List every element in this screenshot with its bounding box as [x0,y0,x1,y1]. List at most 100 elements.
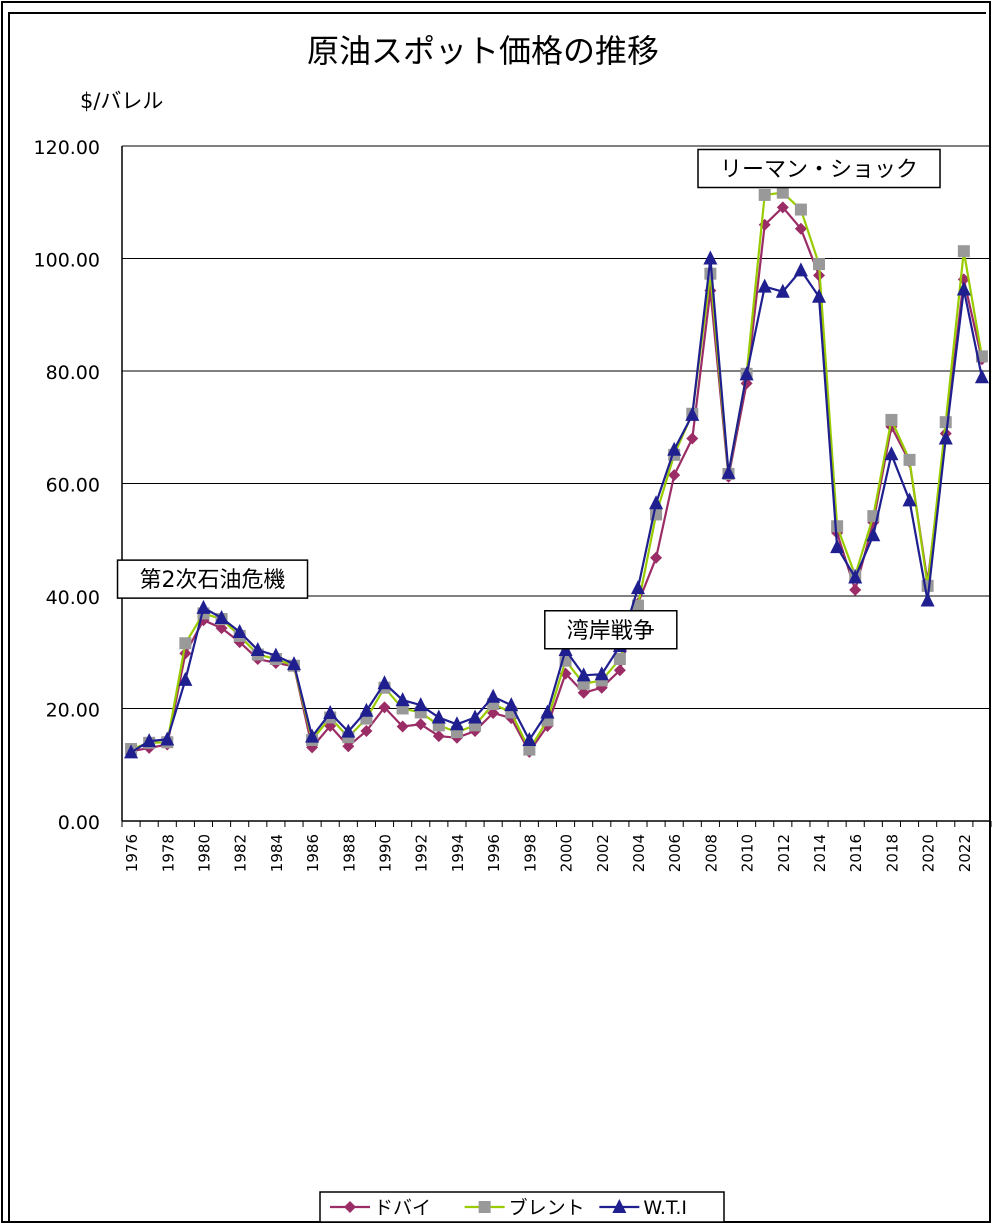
data-point [124,744,139,759]
series-3 [124,250,989,759]
x-tick-label: 2018 [883,834,901,872]
annotation-text: 湾岸戦争 [567,619,655,644]
data-point [668,469,681,482]
data-point [449,716,464,731]
x-tick-label: 1996 [485,834,503,872]
data-point [721,464,736,479]
data-point [286,656,301,671]
annotation-box [116,559,309,599]
data-point [885,413,898,426]
x-tick-label: 1992 [413,834,431,872]
data-point [431,709,446,724]
y-tick-label: 80.00 [46,362,100,384]
data-point [793,262,808,277]
data-point [377,675,392,690]
data-point [523,743,536,756]
series-line [130,191,983,752]
x-tick-label: 1980 [195,834,213,872]
data-point [938,430,953,445]
data-point [468,709,483,724]
series-line [130,205,983,754]
data-point [830,539,845,554]
x-tick-label: 2004 [630,834,648,872]
series-2 [125,186,988,756]
data-point [758,188,771,201]
x-tick-label: 1998 [521,834,539,872]
inner-border [8,12,986,1222]
series-line [130,258,983,754]
data-point [413,697,428,712]
data-point [650,551,663,564]
data-point [630,580,645,595]
data-point [378,701,391,714]
data-point [232,624,247,638]
data-point [341,723,356,738]
data-point [631,599,644,612]
x-tick-label: 2008 [702,834,720,872]
data-point [214,609,229,624]
data-point [305,728,320,743]
data-point [939,416,952,429]
data-point [686,432,699,445]
annotation-box [544,610,678,650]
data-point [360,725,373,737]
data-point [540,704,555,719]
legend-item: ドバイ [330,1197,431,1219]
series-1 [125,201,988,758]
x-axis-tick-labels: 1976 1978 1980 1982 1984 1986 1988 1990 1992 1994… [123,834,974,872]
x-tick-label: 2002 [594,834,612,872]
data-point [757,278,772,293]
data-point [396,720,409,733]
data-point [613,653,626,665]
x-tick-label: 2016 [847,834,865,872]
legend-marker [344,1201,356,1213]
x-tick-label: 2020 [920,834,938,872]
x-tick-label: 2010 [739,834,757,872]
y-unit-label: $/バレル [80,89,163,113]
y-tick-label: 40.00 [46,587,100,609]
y-tick-label: 120.00 [34,137,100,159]
legend-box [319,1191,725,1223]
data-point [794,222,807,235]
data-point [957,245,970,258]
data-point [903,453,916,466]
y-tick-label: 60.00 [46,475,100,497]
x-tick-label: 1984 [268,834,286,872]
x-tick-label: 2000 [558,834,576,872]
data-point [974,369,989,384]
data-point [739,366,754,381]
legend: ドバイ ブレント W.T.I [319,1191,725,1223]
data-point [703,250,718,265]
data-point [831,520,844,533]
data-point [776,186,789,199]
data-point [848,569,863,584]
data-point [812,288,827,303]
data-point [776,201,789,214]
data-point [142,733,157,748]
data-point [250,642,265,656]
data-point [849,583,862,596]
data-point [178,671,193,686]
x-tick-label: 1982 [232,834,250,872]
data-point [160,731,175,746]
data-point [794,203,807,216]
legend-label: ドバイ [374,1197,431,1219]
data-point [884,446,899,461]
x-tick-label: 2006 [666,834,684,872]
data-point [902,492,917,507]
annotation-text: 第2次石油危機 [140,568,286,593]
x-tick-label: 2012 [775,834,793,872]
legend-label: W.T.I [643,1197,687,1219]
y-tick-label: 0.00 [58,812,100,834]
y-tick-label: 100.00 [34,250,100,272]
x-tick-label: 2014 [811,834,829,872]
legend-marker [612,1199,627,1213]
data-point [359,702,374,717]
annotation: 第2次石油危機 [116,559,309,599]
data-point [576,667,591,682]
x-tick-label: 1978 [159,834,177,872]
data-point [522,732,537,746]
data-point [920,592,935,607]
legend-label: ブレント [509,1196,585,1219]
